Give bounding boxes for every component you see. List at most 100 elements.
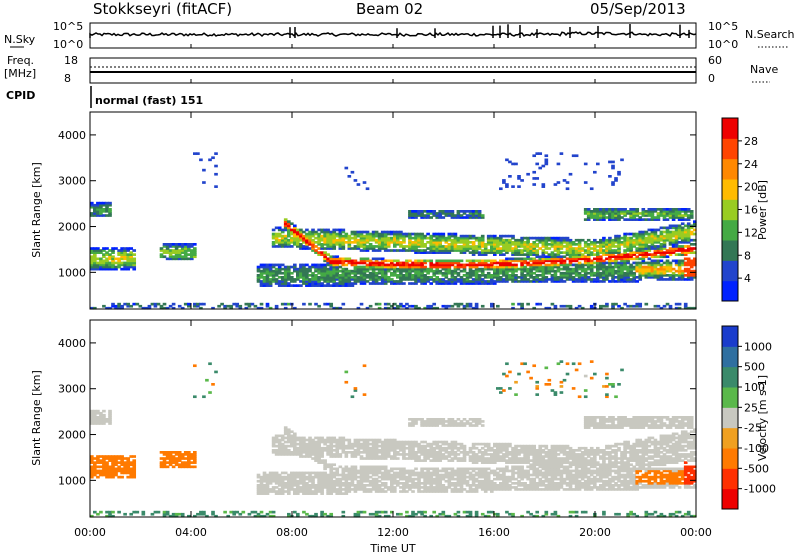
heatmap-cell <box>223 510 227 514</box>
heatmap-cell <box>374 282 379 285</box>
heatmap-cell <box>571 276 576 279</box>
heatmap-cell <box>435 251 440 254</box>
heatmap-cell <box>353 486 358 489</box>
heatmap-cell <box>653 274 658 277</box>
heatmap-cell <box>420 459 424 462</box>
heatmap-cell <box>411 276 415 279</box>
heatmap-cell <box>668 253 673 256</box>
heatmap-cell <box>368 457 373 460</box>
heatmap-cell <box>650 243 655 246</box>
heatmap-cell <box>380 457 385 460</box>
heatmap-cell <box>332 306 337 310</box>
heatmap-cell <box>308 438 312 442</box>
heatmap-cell <box>386 446 391 450</box>
heatmap-cell <box>589 216 594 219</box>
heatmap-cell <box>320 461 324 464</box>
heatmap-cell <box>568 255 573 259</box>
heatmap-cell <box>311 484 315 487</box>
heatmap-cell <box>459 249 464 252</box>
heatmap-cell <box>523 259 527 263</box>
heatmap-cell <box>493 259 497 263</box>
heatmap-cell <box>471 282 476 285</box>
heatmap-cell <box>680 210 685 213</box>
heatmap-cell <box>362 278 367 281</box>
heatmap-cell <box>483 253 488 256</box>
heatmap-cell <box>486 241 491 244</box>
heatmap-cell <box>383 271 388 275</box>
heatmap-cell <box>435 263 440 267</box>
heatmap-cell <box>347 284 352 287</box>
heatmap-cell <box>447 251 452 254</box>
heatmap-cell <box>274 267 279 271</box>
heatmap-cell <box>262 278 267 281</box>
heatmap-cell <box>132 459 137 462</box>
heatmap-cell <box>302 479 306 483</box>
heatmap-cell <box>320 490 324 493</box>
heatmap-cell <box>689 243 694 246</box>
heatmap-cell <box>405 469 409 473</box>
heatmap-cell <box>417 444 421 448</box>
heatmap-cell <box>399 271 403 275</box>
heatmap-cell <box>317 304 321 308</box>
heatmap-cell <box>362 181 367 184</box>
heatmap-cell <box>123 471 127 475</box>
heatmap-cell <box>438 512 443 516</box>
heatmap-cell <box>547 243 552 246</box>
heatmap-cell <box>283 218 288 221</box>
heatmap-cell <box>596 216 600 219</box>
heatmap-cell <box>599 214 603 217</box>
heatmap-cell <box>583 181 588 184</box>
heatmap-cell <box>471 216 476 219</box>
heatmap-cell <box>526 245 530 248</box>
heatmap-cell <box>596 241 600 244</box>
heatmap-cell <box>659 276 664 279</box>
heatmap-cell <box>596 214 600 217</box>
heatmap-cell <box>332 484 337 487</box>
heatmap-cell <box>383 477 388 481</box>
heatmap-cell <box>302 230 306 234</box>
heatmap-cell <box>374 444 379 448</box>
heatmap-cell <box>347 446 352 450</box>
heatmap-cell <box>693 224 697 228</box>
heatmap-cell <box>259 284 264 287</box>
heatmap-cell <box>359 465 364 469</box>
heatmap-cell <box>559 245 564 248</box>
heatmap-cell <box>274 477 279 481</box>
heatmap-cell <box>344 282 349 285</box>
heatmap-cell <box>283 484 288 487</box>
heatmap-cell <box>641 249 646 252</box>
heatmap-cell <box>402 263 406 267</box>
heatmap-cell <box>277 440 282 444</box>
heatmap-cell <box>480 263 485 267</box>
heatmap-cell <box>523 276 527 279</box>
heatmap-cell <box>280 446 285 450</box>
heatmap-cell <box>187 245 191 248</box>
heatmap-cell <box>429 479 434 483</box>
heatmap-cell <box>623 243 627 246</box>
heatmap-cell <box>499 238 503 242</box>
heatmap-cell <box>359 473 364 477</box>
heatmap-cell <box>653 259 658 263</box>
heatmap-cell <box>353 269 358 273</box>
heatmap-cell <box>680 208 685 211</box>
heatmap-cell <box>329 440 334 444</box>
heatmap-cell <box>620 263 624 267</box>
heatmap-cell <box>544 263 549 267</box>
heatmap-cell <box>402 484 406 487</box>
heatmap-cell <box>447 247 452 250</box>
heatmap-cell <box>565 241 570 244</box>
heatmap-cell <box>444 214 449 217</box>
heatmap-cell <box>593 214 597 217</box>
heatmap-cell <box>474 278 479 281</box>
heatmap-cell <box>380 243 385 246</box>
heatmap-cell <box>414 247 418 250</box>
heatmap-cell <box>187 463 191 467</box>
heatmap-cell <box>211 510 215 514</box>
heatmap-cell <box>417 236 421 240</box>
heatmap-cell <box>332 263 337 267</box>
heatmap-cell <box>450 241 455 244</box>
heatmap-cell <box>408 247 412 250</box>
heatmap-cell <box>656 249 661 252</box>
heatmap-cell <box>414 440 418 444</box>
heatmap-cell <box>614 236 618 240</box>
